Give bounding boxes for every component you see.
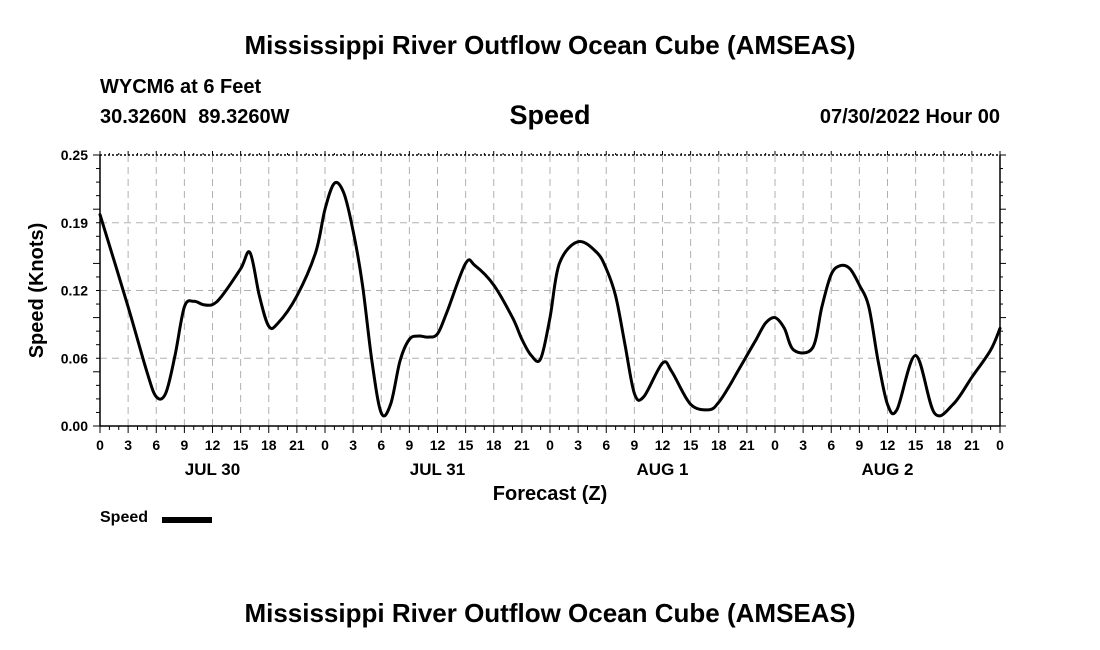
chart-title: Mississippi River Outflow Ocean Cube (AM… bbox=[244, 30, 856, 60]
x-day-label: AUG 1 bbox=[637, 460, 689, 479]
x-tick-label: 6 bbox=[152, 437, 160, 453]
x-tick-label: 21 bbox=[964, 437, 980, 453]
series-line-speed bbox=[98, 180, 1002, 418]
x-tick-label: 12 bbox=[430, 437, 446, 453]
y-axis-label: Speed (Knots) bbox=[26, 223, 48, 359]
x-tick-label: 3 bbox=[799, 437, 807, 453]
x-tick-label: 9 bbox=[405, 437, 413, 453]
x-tick-label: 18 bbox=[486, 437, 502, 453]
y-tick-label: 0.12 bbox=[61, 283, 88, 299]
x-tick-label: 9 bbox=[180, 437, 188, 453]
legend-swatch bbox=[162, 517, 212, 523]
x-tick-label: 15 bbox=[683, 437, 699, 453]
x-tick-label: 12 bbox=[205, 437, 221, 453]
x-tick-label: 18 bbox=[936, 437, 952, 453]
x-tick-label: 9 bbox=[855, 437, 863, 453]
x-tick-label: 6 bbox=[827, 437, 835, 453]
variable-title: Speed bbox=[509, 100, 591, 130]
x-tick-label: 0 bbox=[546, 437, 554, 453]
x-tick-label: 15 bbox=[458, 437, 474, 453]
x-tick-label: 0 bbox=[996, 437, 1004, 453]
x-axis-label: Forecast (Z) bbox=[493, 483, 607, 505]
x-tick-label: 0 bbox=[771, 437, 779, 453]
x-tick-label: 21 bbox=[289, 437, 305, 453]
x-tick-label: 0 bbox=[321, 437, 329, 453]
x-tick-label: 21 bbox=[514, 437, 530, 453]
x-tick-label: 9 bbox=[630, 437, 638, 453]
x-tick-label: 12 bbox=[655, 437, 671, 453]
footer-title: Mississippi River Outflow Ocean Cube (AM… bbox=[244, 598, 856, 628]
y-tick-label: 0.06 bbox=[61, 350, 88, 366]
x-tick-label: 6 bbox=[377, 437, 385, 453]
x-tick-label: 3 bbox=[349, 437, 357, 453]
x-tick-label: 15 bbox=[233, 437, 249, 453]
y-tick-label: 0.19 bbox=[61, 215, 88, 231]
x-tick-label: 0 bbox=[96, 437, 104, 453]
x-day-label: JUL 30 bbox=[185, 460, 240, 479]
latlon-label: 30.3260N 89.3260W bbox=[100, 106, 290, 128]
x-day-label: JUL 31 bbox=[410, 460, 465, 479]
x-tick-label: 18 bbox=[711, 437, 727, 453]
y-tick-label: 0.25 bbox=[61, 147, 88, 163]
x-tick-label: 21 bbox=[739, 437, 755, 453]
y-tick-label: 0.00 bbox=[61, 418, 88, 434]
x-tick-label: 18 bbox=[261, 437, 277, 453]
legend-label: Speed bbox=[100, 509, 149, 526]
x-tick-label: 15 bbox=[908, 437, 924, 453]
x-tick-label: 6 bbox=[602, 437, 610, 453]
x-day-label: AUG 2 bbox=[862, 460, 914, 479]
x-tick-label: 3 bbox=[574, 437, 582, 453]
station-label: WYCM6 at 6 Feet bbox=[100, 76, 262, 98]
x-tick-label: 3 bbox=[124, 437, 132, 453]
x-tick-label: 12 bbox=[880, 437, 896, 453]
datetime-label: 07/30/2022 Hour 00 bbox=[819, 106, 1000, 128]
